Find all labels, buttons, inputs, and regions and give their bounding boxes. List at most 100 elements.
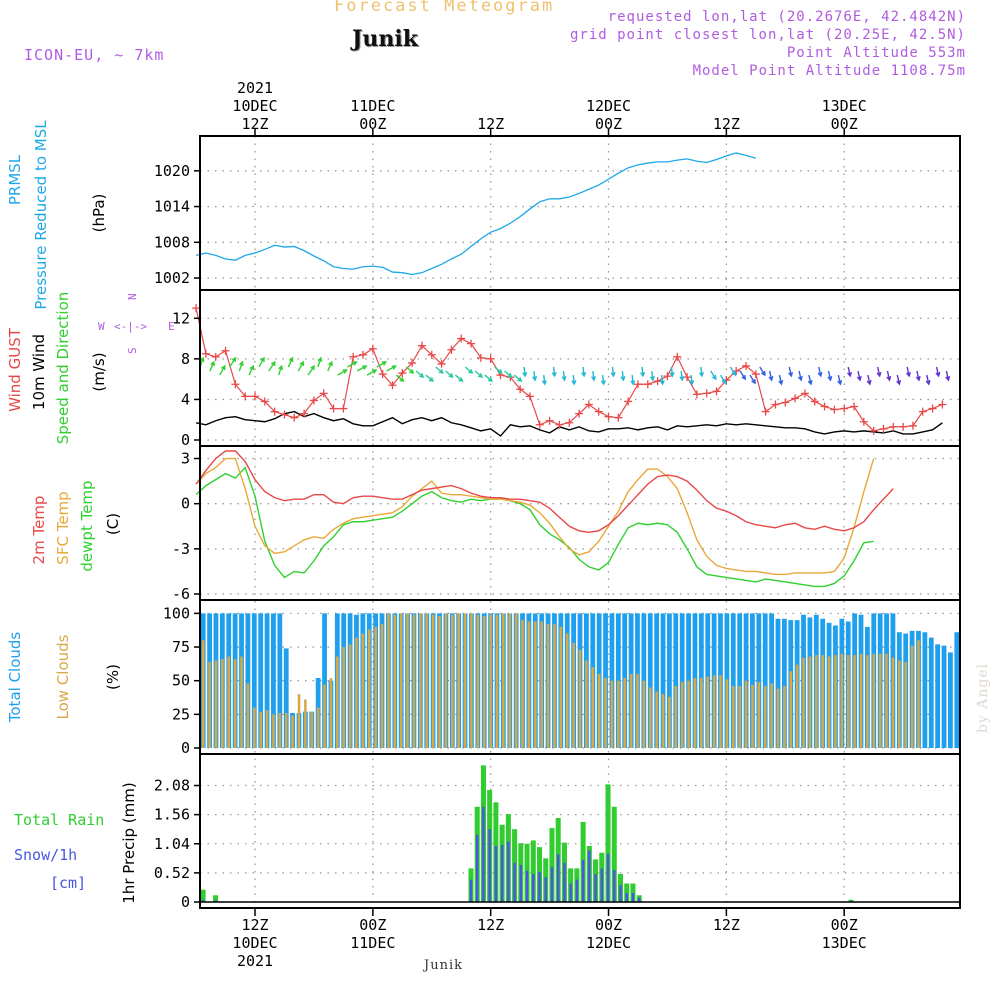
low-cloud-bar (712, 675, 716, 748)
wind-direction-arrow (926, 374, 930, 385)
low-cloud-bar (687, 680, 690, 748)
total-cloud-bar (322, 613, 327, 748)
wind-arrow-head (541, 380, 547, 386)
time-label-bottom: 11DEC (350, 934, 395, 952)
wind-arrow-head (896, 380, 902, 386)
low-cloud-bar (725, 679, 729, 748)
snow-bar (625, 893, 628, 902)
gust-point (241, 392, 250, 401)
low-cloud-bar (872, 653, 876, 748)
snow-bar (588, 850, 591, 902)
wind-arrow-head (591, 376, 597, 382)
gust-point (565, 418, 574, 427)
time-label-bottom: 2021 (237, 952, 273, 970)
dewpoint-label: dewpt Temp (78, 480, 96, 571)
wind-arrow-head (778, 380, 784, 386)
value-tick-label: -6 (172, 585, 190, 603)
total-cloud-bar (769, 613, 774, 748)
total-cloud-bar (941, 645, 947, 748)
total-rain-bar (213, 895, 219, 902)
total-cloud-bar (737, 613, 743, 748)
time-label-bottom: 10DEC (232, 934, 277, 952)
wind-arrow-head (649, 376, 655, 382)
low-cloud-bar (866, 655, 869, 748)
low-cloud-bar (406, 613, 409, 748)
wind-arrow-head (679, 376, 685, 382)
wind-arrow-head (751, 379, 756, 385)
low-cloud-bar (834, 655, 837, 748)
pressure-line (195, 152, 757, 276)
low-cloud-bar (527, 621, 531, 748)
wind-arrow-head (945, 375, 951, 382)
compass-west: W (98, 320, 105, 333)
gust-point (516, 385, 525, 394)
wind-arrow-head (199, 356, 205, 363)
snow-bar (575, 879, 579, 902)
gust-point (575, 409, 584, 418)
wind-direction-arrow (680, 370, 683, 381)
location-title: Junik (352, 26, 418, 52)
gust-point (211, 352, 220, 361)
gust-point (270, 407, 279, 416)
gust-point (349, 352, 358, 361)
gust-point (486, 354, 495, 363)
gust-point (692, 390, 701, 399)
snow-bar (469, 879, 473, 902)
wind-direction-arrow (277, 365, 283, 376)
low-cloud-bar (815, 655, 818, 748)
wind-arrow-head (856, 375, 862, 382)
gust-point (751, 370, 760, 379)
low-cloud-bar (502, 613, 505, 748)
wind-direction-arrow (651, 370, 654, 381)
wind-arrow-head (270, 360, 276, 367)
wind-direction-arrow (445, 370, 454, 378)
wind-arrow-head (399, 377, 405, 383)
time-label-bottom: 12Z (477, 916, 504, 934)
low-cloud-bar (201, 640, 205, 748)
wind-direction-arrow (788, 366, 792, 377)
wind-arrow-head (231, 356, 237, 363)
time-label-top: 12Z (713, 115, 740, 133)
value-tick-label: 100 (163, 604, 190, 622)
snow-bar (600, 868, 604, 902)
wind-speed-label: 10m Wind (30, 334, 48, 410)
wind-direction-arrow (808, 374, 812, 385)
low-cloud-bar (323, 684, 326, 748)
low-cloud-bar (233, 659, 237, 748)
gust-point (830, 405, 839, 414)
value-tick-label: 25 (172, 705, 190, 723)
low-cloud-bar (470, 613, 473, 748)
time-label-top: 10DEC (232, 97, 277, 115)
wind-arrow-head (571, 380, 577, 386)
wind-direction-arrow (307, 365, 315, 376)
low-cloud-bar (367, 629, 371, 748)
total-cloud-bar (258, 613, 264, 748)
total-clouds-label: Total Clouds (6, 632, 24, 724)
value-tick-label: 0 (181, 495, 190, 513)
value-tick-label: 1.56 (154, 806, 190, 824)
low-cloud-bar (617, 680, 620, 748)
wind-direction-arrow (886, 370, 891, 381)
total-cloud-bar (660, 613, 666, 748)
snow-bar (538, 871, 541, 902)
low-cloud-bar (316, 707, 320, 748)
wind-arrow-head (458, 377, 464, 383)
gust-point (791, 394, 800, 403)
wind-direction-arrow (759, 366, 766, 376)
low-cloud-bar (425, 613, 428, 748)
wind-direction-arrow (916, 370, 920, 381)
gust-point (359, 350, 368, 359)
wind-direction-arrow (552, 366, 556, 377)
gust-point (221, 346, 230, 355)
value-tick-label: 3 (181, 450, 190, 468)
wind-direction-arrow (228, 357, 237, 368)
gust-point (742, 361, 750, 370)
low-cloud-bar (629, 673, 633, 748)
pressure-label-short: PRMSL (6, 154, 24, 205)
gust-point (604, 412, 613, 421)
low-cloud-bar (246, 683, 250, 748)
wind-direction-arrow (719, 374, 727, 384)
clouds-unit-label: (%) (104, 664, 122, 690)
wind-direction-arrow (729, 366, 736, 376)
wind-direction-arrow (906, 366, 910, 377)
